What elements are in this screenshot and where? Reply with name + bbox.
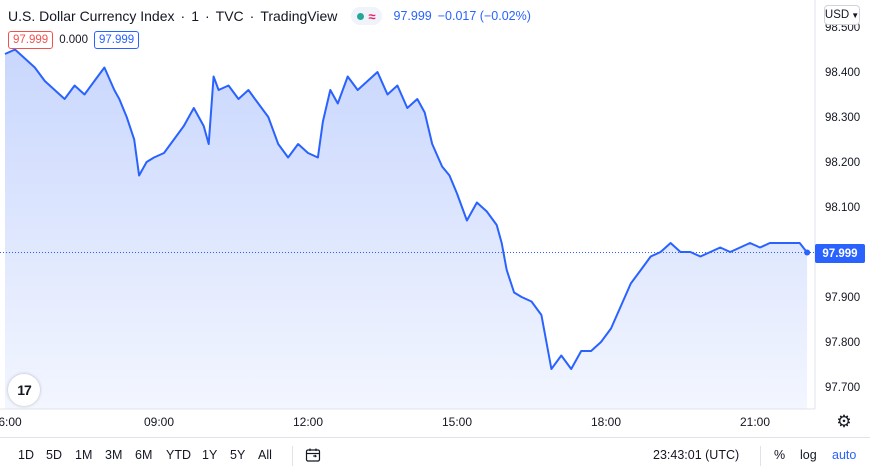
time-axis-label: 21:00 xyxy=(740,415,770,429)
range-button-3m[interactable]: 3M xyxy=(105,448,123,462)
currency-select[interactable]: USD ▼ xyxy=(824,5,860,25)
price-axis-label: 97.800 xyxy=(825,337,860,349)
range-button-5y[interactable]: 5Y xyxy=(230,448,246,462)
percent-scale-toggle[interactable]: % xyxy=(774,448,786,462)
tradingview-logo-icon[interactable]: 17 xyxy=(8,374,40,406)
last-price-point xyxy=(804,249,811,256)
range-button-5d[interactable]: 5D xyxy=(46,448,62,462)
time-axis-label: 6:00 xyxy=(0,415,22,429)
utc-clock[interactable]: 23:43:01 (UTC) xyxy=(653,448,740,462)
bottom-toolbar: 1D 5D 1M 3M 6M YTD 1Y 5Y All 23:43:01 (U… xyxy=(0,437,870,475)
price-axis-label: 98.500 xyxy=(825,22,860,34)
range-button-1d[interactable]: 1D xyxy=(18,448,34,462)
time-axis[interactable]: 6:00 09:00 12:00 15:00 18:00 21:00 xyxy=(0,415,770,429)
toolbar-divider xyxy=(760,446,761,466)
price-axis-label: 97.700 xyxy=(825,382,860,394)
price-axis[interactable]: 98.500 98.400 98.300 98.200 98.100 97.900 97.8… xyxy=(825,22,860,394)
range-button-1y[interactable]: 1Y xyxy=(202,448,218,462)
price-axis-label: 98.100 xyxy=(825,202,860,214)
legend-separator: · xyxy=(180,8,186,24)
price-chart[interactable]: 98.500 98.400 98.300 98.200 98.100 97.900 97.8… xyxy=(0,0,870,437)
exchange-label: TVC xyxy=(215,8,244,24)
price-area-fill xyxy=(5,49,808,409)
wave-icon: ≈ xyxy=(368,8,376,24)
auto-scale-toggle[interactable]: auto xyxy=(832,448,857,462)
chart-legend: U.S. Dollar Currency Index · 1 · TVC · T… xyxy=(8,6,531,26)
spread-value: 0.000 xyxy=(59,34,88,46)
source-label: TradingView xyxy=(260,8,338,24)
time-axis-label: 15:00 xyxy=(442,415,472,429)
gear-icon[interactable]: ⚙ xyxy=(836,412,852,431)
chevron-down-icon: ▼ xyxy=(851,10,860,20)
price-axis-label: 98.200 xyxy=(825,157,860,169)
ask-price-box[interactable]: 97.999 xyxy=(93,31,140,49)
bid-ask-row: 97.999 0.000 97.999 xyxy=(8,31,140,49)
log-scale-toggle[interactable]: log xyxy=(800,448,817,462)
time-axis-label: 12:00 xyxy=(293,415,323,429)
calendar-icon[interactable] xyxy=(305,447,321,463)
range-button-6m[interactable]: 6M xyxy=(135,448,153,462)
range-button-ytd[interactable]: YTD xyxy=(166,448,191,462)
legend-last-price: 97.999 xyxy=(393,9,432,23)
symbol-name[interactable]: U.S. Dollar Currency Index xyxy=(8,8,175,24)
interval-label[interactable]: 1 xyxy=(191,8,199,24)
market-status-badge[interactable]: ≈ xyxy=(351,7,382,25)
range-button-all[interactable]: All xyxy=(258,448,272,462)
price-axis-label: 98.400 xyxy=(825,67,860,79)
green-dot-icon xyxy=(357,12,365,20)
currency-label: USD xyxy=(824,9,850,21)
time-axis-label: 18:00 xyxy=(591,415,621,429)
last-price-tag: 97.999 xyxy=(815,244,865,263)
range-button-1m[interactable]: 1M xyxy=(75,448,93,462)
legend-separator: · xyxy=(204,8,210,24)
time-axis-label: 09:00 xyxy=(144,415,174,429)
price-series-line[interactable] xyxy=(4,48,808,370)
price-axis-label: 98.300 xyxy=(825,112,860,124)
toolbar-divider xyxy=(292,446,293,466)
legend-separator: · xyxy=(249,8,255,24)
price-axis-label: 97.900 xyxy=(825,292,860,304)
bid-price-box[interactable]: 97.999 xyxy=(8,31,54,49)
legend-change: −0.017 (−0.02%) xyxy=(437,9,531,23)
